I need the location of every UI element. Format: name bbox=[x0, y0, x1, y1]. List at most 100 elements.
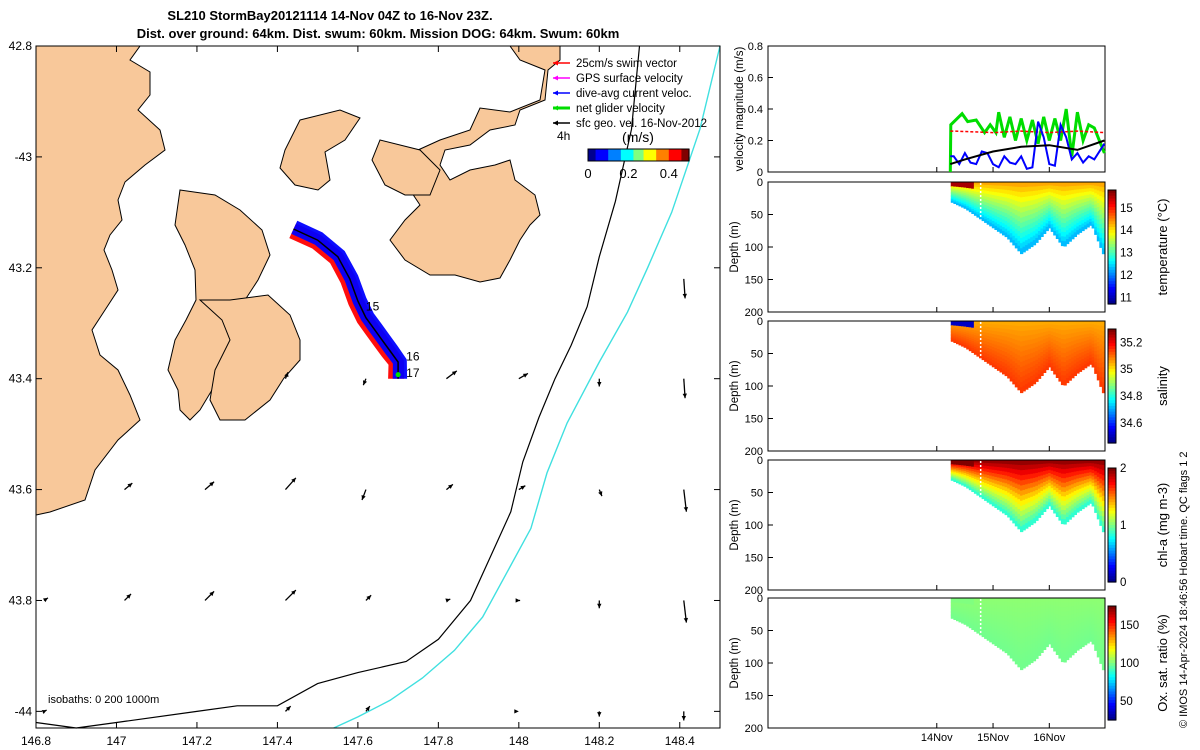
section-cell bbox=[1032, 518, 1037, 524]
section-cell bbox=[1096, 198, 1101, 204]
section-cell bbox=[996, 612, 1001, 617]
section-cell bbox=[1096, 481, 1101, 486]
section-cell bbox=[1053, 321, 1057, 326]
section-cell bbox=[1040, 621, 1044, 626]
section-cell bbox=[1025, 335, 1029, 342]
section-cell bbox=[1050, 220, 1054, 225]
section-cell bbox=[1030, 241, 1034, 248]
section-cell bbox=[1063, 487, 1067, 493]
section-cell bbox=[984, 199, 988, 203]
section-cell bbox=[1091, 360, 1095, 365]
section-cell bbox=[989, 607, 993, 612]
colorbar-cell bbox=[628, 149, 632, 161]
section-cell bbox=[1081, 185, 1085, 190]
section-cell bbox=[1060, 634, 1065, 640]
section-cell bbox=[961, 324, 965, 327]
section-cell bbox=[1037, 618, 1042, 624]
section-cell bbox=[1084, 598, 1088, 602]
colorbar-tick-label: 0.4 bbox=[660, 166, 678, 181]
section-cell bbox=[1007, 606, 1011, 611]
section-cell bbox=[1012, 504, 1016, 510]
section-cell bbox=[1078, 221, 1083, 226]
section-cell bbox=[981, 332, 985, 336]
section-cell bbox=[1022, 331, 1026, 337]
section-cell bbox=[1017, 335, 1021, 342]
section-cell bbox=[1099, 376, 1103, 383]
section-cell bbox=[1037, 500, 1042, 506]
section-cell bbox=[1066, 499, 1070, 505]
section-cell bbox=[1060, 182, 1065, 188]
section-cell bbox=[1004, 636, 1008, 642]
section-cell bbox=[1025, 489, 1029, 495]
section-cell bbox=[1045, 460, 1049, 465]
section-cell bbox=[1094, 609, 1098, 614]
section-cell bbox=[1004, 189, 1008, 195]
section-cell bbox=[1045, 604, 1049, 610]
section-cell bbox=[1035, 368, 1039, 374]
section-cell bbox=[1053, 463, 1057, 469]
section-cell bbox=[1014, 640, 1019, 646]
section-colorbar-cell bbox=[1108, 606, 1116, 610]
section-cell bbox=[961, 461, 965, 465]
section-cell bbox=[1066, 655, 1070, 661]
section-cell bbox=[1091, 640, 1095, 645]
section-cell bbox=[958, 193, 962, 197]
section-cell bbox=[1060, 204, 1065, 210]
section-cell bbox=[1089, 500, 1093, 504]
section-cell bbox=[1048, 476, 1052, 481]
section-cell bbox=[1071, 210, 1075, 215]
section-cell bbox=[986, 342, 990, 346]
section-cell bbox=[961, 467, 965, 470]
section-cell bbox=[1055, 341, 1060, 346]
section-cell bbox=[950, 465, 955, 468]
section-cell bbox=[1035, 477, 1039, 483]
section-cell bbox=[968, 460, 973, 463]
section-cell bbox=[994, 192, 998, 197]
section-cell bbox=[961, 608, 965, 612]
section-cell bbox=[1066, 503, 1070, 509]
section-cell bbox=[1084, 604, 1088, 609]
section-cell bbox=[976, 484, 980, 489]
section-cell bbox=[999, 339, 1003, 344]
section-cell bbox=[986, 218, 990, 222]
section-cell bbox=[1012, 204, 1016, 210]
section-cell bbox=[1009, 606, 1013, 612]
section-cell bbox=[1030, 223, 1034, 229]
section-cell bbox=[1091, 502, 1095, 507]
section-cell bbox=[1060, 343, 1065, 349]
section-cell bbox=[1037, 194, 1042, 200]
section-cell bbox=[1055, 202, 1060, 207]
section-colorbar-cell bbox=[1108, 490, 1116, 495]
section-cell bbox=[1084, 463, 1088, 468]
section-colorbar-cell bbox=[1108, 473, 1116, 478]
section-cell bbox=[968, 333, 973, 337]
section-cell bbox=[1009, 224, 1013, 230]
section-cell bbox=[1022, 612, 1026, 619]
section-cell bbox=[1014, 612, 1019, 618]
section-cell bbox=[1068, 635, 1072, 641]
section-cell bbox=[953, 472, 957, 475]
section-cell bbox=[986, 351, 990, 355]
section-cell bbox=[1027, 507, 1031, 513]
section-cell bbox=[1027, 196, 1031, 202]
section-cell bbox=[958, 192, 962, 195]
section-cell bbox=[1048, 489, 1052, 494]
section-cell bbox=[986, 194, 990, 198]
section-cell bbox=[1050, 359, 1054, 364]
section-cell bbox=[994, 500, 998, 505]
section-cell bbox=[1099, 598, 1103, 604]
section-cell bbox=[996, 359, 1001, 364]
geo-vector-arrow bbox=[682, 378, 687, 399]
section-cell bbox=[1078, 641, 1083, 646]
section-cell bbox=[958, 334, 962, 337]
section-cell bbox=[1032, 213, 1037, 219]
section-cell bbox=[1043, 616, 1047, 621]
section-colorbar-tick-label: 14 bbox=[1120, 225, 1133, 237]
section-colorbar-cell bbox=[1108, 674, 1116, 678]
section-cell bbox=[1076, 358, 1080, 363]
section-cell bbox=[1071, 202, 1075, 207]
section-colorbar-cell bbox=[1108, 269, 1116, 274]
section-cell bbox=[1050, 481, 1054, 486]
section-cell bbox=[1007, 214, 1011, 220]
section-cell bbox=[1032, 356, 1037, 362]
